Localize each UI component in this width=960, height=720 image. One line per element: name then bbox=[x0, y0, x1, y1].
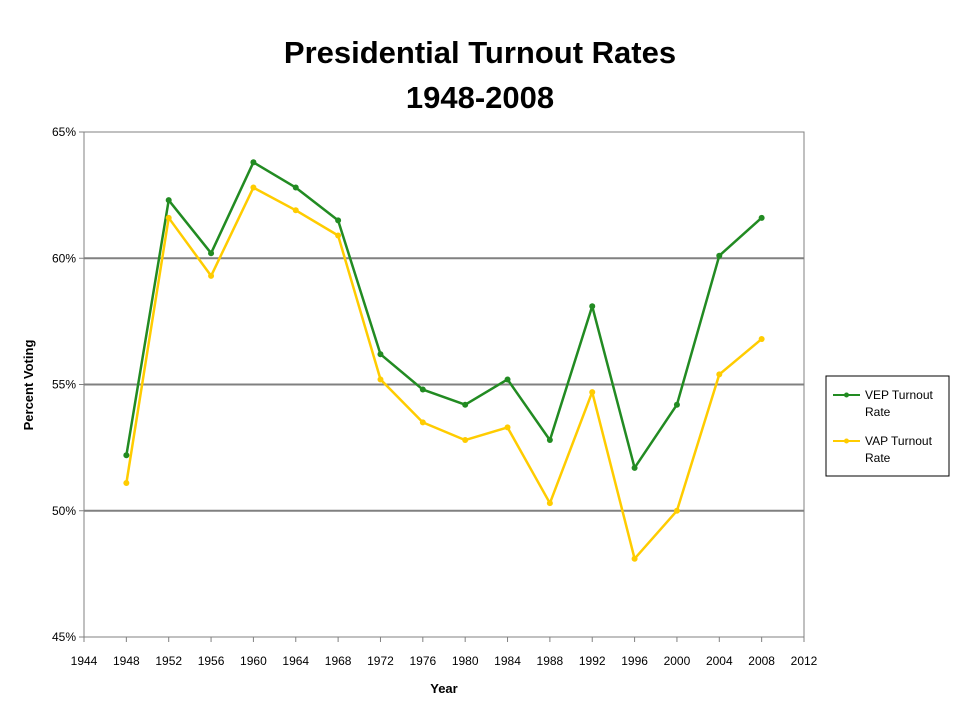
data-point-vep bbox=[716, 252, 723, 259]
x-tick-label: 1948 bbox=[113, 654, 140, 668]
legend-label-vep-line1: VEP Turnout bbox=[865, 388, 933, 402]
y-tick-label: 65% bbox=[52, 125, 76, 139]
x-tick-label: 1944 bbox=[71, 654, 98, 668]
data-point-vep bbox=[504, 376, 511, 383]
data-point-vap bbox=[123, 479, 130, 486]
data-point-vap bbox=[377, 376, 384, 383]
x-tick-label: 2008 bbox=[748, 654, 775, 668]
legend-label-vep-line2: Rate bbox=[865, 405, 891, 419]
y-tick-label: 50% bbox=[52, 504, 76, 518]
data-point-vep bbox=[377, 351, 384, 358]
data-point-vep bbox=[673, 401, 680, 408]
chart-subtitle: 1948-2008 bbox=[406, 80, 554, 115]
x-tick-label: 1972 bbox=[367, 654, 394, 668]
chart-title: Presidential Turnout Rates bbox=[284, 35, 676, 70]
y-tick-label: 45% bbox=[52, 630, 76, 644]
x-tick-label: 2004 bbox=[706, 654, 733, 668]
data-point-vep bbox=[292, 184, 299, 191]
x-tick-label: 1968 bbox=[325, 654, 352, 668]
data-point-vep bbox=[546, 437, 553, 444]
x-tick-label: 1980 bbox=[452, 654, 479, 668]
x-axis-title: Year bbox=[430, 681, 457, 696]
series-line-vap bbox=[125, 186, 763, 560]
legend-label-vap-line1: VAP Turnout bbox=[865, 434, 933, 448]
data-point-vep bbox=[589, 303, 596, 310]
gridlines bbox=[84, 257, 804, 512]
series-line-vep bbox=[125, 161, 763, 470]
data-point-vap bbox=[631, 555, 638, 562]
x-tick-label: 2012 bbox=[791, 654, 818, 668]
x-tick-label: 1960 bbox=[240, 654, 267, 668]
y-axis-title: Percent Voting bbox=[21, 340, 36, 431]
data-point-vap bbox=[758, 336, 765, 343]
data-point-vep bbox=[208, 250, 215, 257]
x-tick-label: 1964 bbox=[282, 654, 309, 668]
legend: VEP Turnout Rate VAP Turnout Rate bbox=[825, 375, 950, 477]
data-point-vap bbox=[250, 184, 257, 191]
series-lines bbox=[123, 159, 765, 562]
data-point-vep bbox=[250, 159, 257, 166]
y-tick-label: 60% bbox=[52, 251, 76, 265]
x-tick-label: 1976 bbox=[409, 654, 436, 668]
x-tick-label: 1992 bbox=[579, 654, 606, 668]
x-tick-label: 1956 bbox=[198, 654, 225, 668]
data-point-vep bbox=[165, 197, 172, 204]
data-point-vap bbox=[589, 389, 596, 396]
data-point-vep bbox=[335, 217, 342, 224]
legend-item-vap: VAP Turnout Rate bbox=[833, 434, 933, 465]
data-point-vep bbox=[419, 386, 426, 393]
legend-marker-vep bbox=[844, 392, 849, 398]
data-point-vap bbox=[673, 507, 680, 514]
data-point-vap bbox=[716, 371, 723, 378]
data-point-vep bbox=[758, 214, 765, 221]
y-tick-label: 55% bbox=[52, 378, 76, 392]
x-tick-label: 1984 bbox=[494, 654, 521, 668]
data-point-vap bbox=[335, 232, 342, 239]
x-tick-label: 1952 bbox=[155, 654, 182, 668]
data-point-vap bbox=[208, 272, 215, 279]
data-point-vap bbox=[462, 437, 469, 444]
x-tick-label: 1988 bbox=[537, 654, 564, 668]
data-point-vep bbox=[462, 401, 469, 408]
data-point-vap bbox=[292, 207, 299, 214]
data-point-vap bbox=[546, 500, 553, 507]
data-point-vep bbox=[123, 452, 130, 459]
data-point-vap bbox=[504, 424, 511, 431]
axes: 45% 50% 55% 60% 65% 1944 1948 1952 1956 1960 1964 1… bbox=[52, 125, 818, 668]
legend-marker-vap bbox=[844, 438, 849, 444]
x-tick-label: 2000 bbox=[664, 654, 691, 668]
data-point-vep bbox=[631, 464, 638, 471]
legend-label-vap-line2: Rate bbox=[865, 451, 891, 465]
data-point-vap bbox=[165, 214, 172, 221]
legend-item-vep: VEP Turnout Rate bbox=[833, 388, 933, 419]
x-tick-label: 1996 bbox=[621, 654, 648, 668]
data-point-vap bbox=[419, 419, 426, 426]
